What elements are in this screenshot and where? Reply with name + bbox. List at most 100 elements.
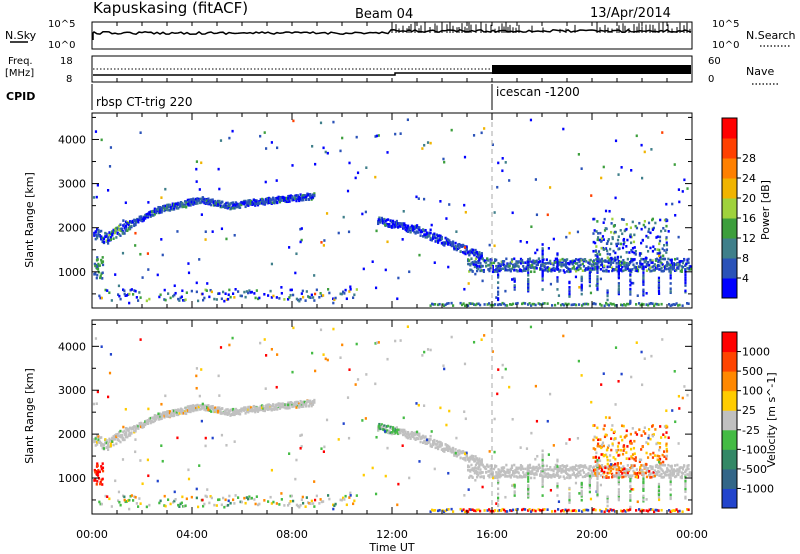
power-cell <box>603 269 606 273</box>
velocity-cell <box>658 448 661 452</box>
velocity-cell <box>225 412 228 416</box>
velocity-cell <box>556 469 559 472</box>
velocity-cell <box>665 409 668 413</box>
velocity-cell <box>294 477 297 481</box>
power-data-cells <box>92 118 692 308</box>
power-cell <box>617 275 620 279</box>
power-cell <box>635 266 638 269</box>
velocity-cell <box>332 507 335 511</box>
velocity-cell <box>563 477 566 480</box>
power-cell <box>554 267 557 271</box>
velocity-cell <box>656 441 659 445</box>
power-cell <box>647 236 650 239</box>
power-cell <box>606 265 609 269</box>
power-cell <box>445 217 448 220</box>
power-cell <box>530 225 533 229</box>
power-cell <box>361 212 364 216</box>
power-cell <box>295 252 298 256</box>
velocity-cell <box>480 461 483 465</box>
power-cell <box>483 127 486 130</box>
power-cell <box>104 288 107 292</box>
velocity-cell <box>133 495 136 498</box>
power-cell <box>110 299 113 302</box>
velocity-cell <box>135 425 139 429</box>
velocity-cell <box>670 467 673 471</box>
power-cell <box>604 260 607 263</box>
power-cell <box>311 144 314 148</box>
power-cell <box>660 269 663 273</box>
velocity-cell <box>199 404 202 407</box>
velocity-cell <box>624 473 627 477</box>
power-cell <box>612 302 615 306</box>
power-cell <box>288 200 291 203</box>
power-cell <box>479 265 482 269</box>
velocity-cell <box>212 408 216 411</box>
power-cell <box>100 235 103 238</box>
velocity-cell <box>324 357 327 361</box>
power-cell <box>414 232 417 235</box>
colorbar-tick-label: -25 <box>742 424 760 437</box>
power-cell <box>107 239 110 242</box>
power-cell <box>299 196 302 200</box>
velocity-cell <box>254 410 257 414</box>
power-cell <box>657 292 661 295</box>
power-cell <box>675 268 678 272</box>
velocity-cell <box>139 338 142 341</box>
velocity-cell <box>622 465 625 468</box>
velocity-cell <box>524 508 527 511</box>
power-cell <box>157 209 161 213</box>
power-cell <box>387 218 390 221</box>
power-cell <box>677 304 680 307</box>
power-cell <box>522 264 525 268</box>
power-cell <box>387 223 390 226</box>
power-cell <box>528 260 532 263</box>
power-cell <box>482 259 485 262</box>
velocity-cell <box>262 407 265 410</box>
power-cell <box>600 257 604 261</box>
velocity-cell <box>144 421 147 425</box>
velocity-cell <box>270 347 273 351</box>
velocity-cell <box>541 478 544 482</box>
power-cell <box>521 269 524 273</box>
power-cell <box>415 225 418 229</box>
velocity-cell <box>657 490 661 494</box>
power-cell <box>605 301 608 305</box>
power-cell <box>314 162 317 166</box>
velocity-cell <box>546 508 549 511</box>
velocity-cell <box>339 356 342 359</box>
power-cell <box>217 292 220 296</box>
power-cell <box>678 263 681 267</box>
power-cell <box>573 267 577 271</box>
power-cell <box>652 269 655 272</box>
power-cell <box>501 301 504 305</box>
power-cell <box>182 205 185 209</box>
velocity-cell <box>603 424 606 427</box>
velocity-cell <box>302 400 305 404</box>
velocity-cell <box>269 495 272 499</box>
power-cell <box>438 237 441 240</box>
velocity-cell <box>580 484 583 488</box>
power-cell <box>443 241 446 244</box>
velocity-cell <box>146 418 150 422</box>
velocity-cell <box>626 471 629 475</box>
power-cell <box>588 271 591 274</box>
velocity-cell <box>100 436 103 439</box>
power-cell <box>579 267 582 270</box>
power-cell <box>263 292 266 296</box>
power-cell <box>245 202 249 206</box>
power-cell <box>377 220 380 223</box>
velocity-cell <box>447 444 450 448</box>
velocity-cell <box>527 486 530 490</box>
velocity-cell <box>470 468 473 472</box>
velocity-cell <box>582 471 586 474</box>
velocity-cell <box>687 464 690 467</box>
velocity-cell <box>424 442 427 445</box>
power-cell <box>232 201 235 204</box>
velocity-cell <box>684 474 687 477</box>
velocity-cell <box>580 493 583 497</box>
power-cell <box>188 198 191 202</box>
power-cell <box>100 237 103 241</box>
velocity-cell <box>264 387 267 390</box>
power-cell <box>225 298 228 301</box>
power-cell <box>245 290 248 293</box>
